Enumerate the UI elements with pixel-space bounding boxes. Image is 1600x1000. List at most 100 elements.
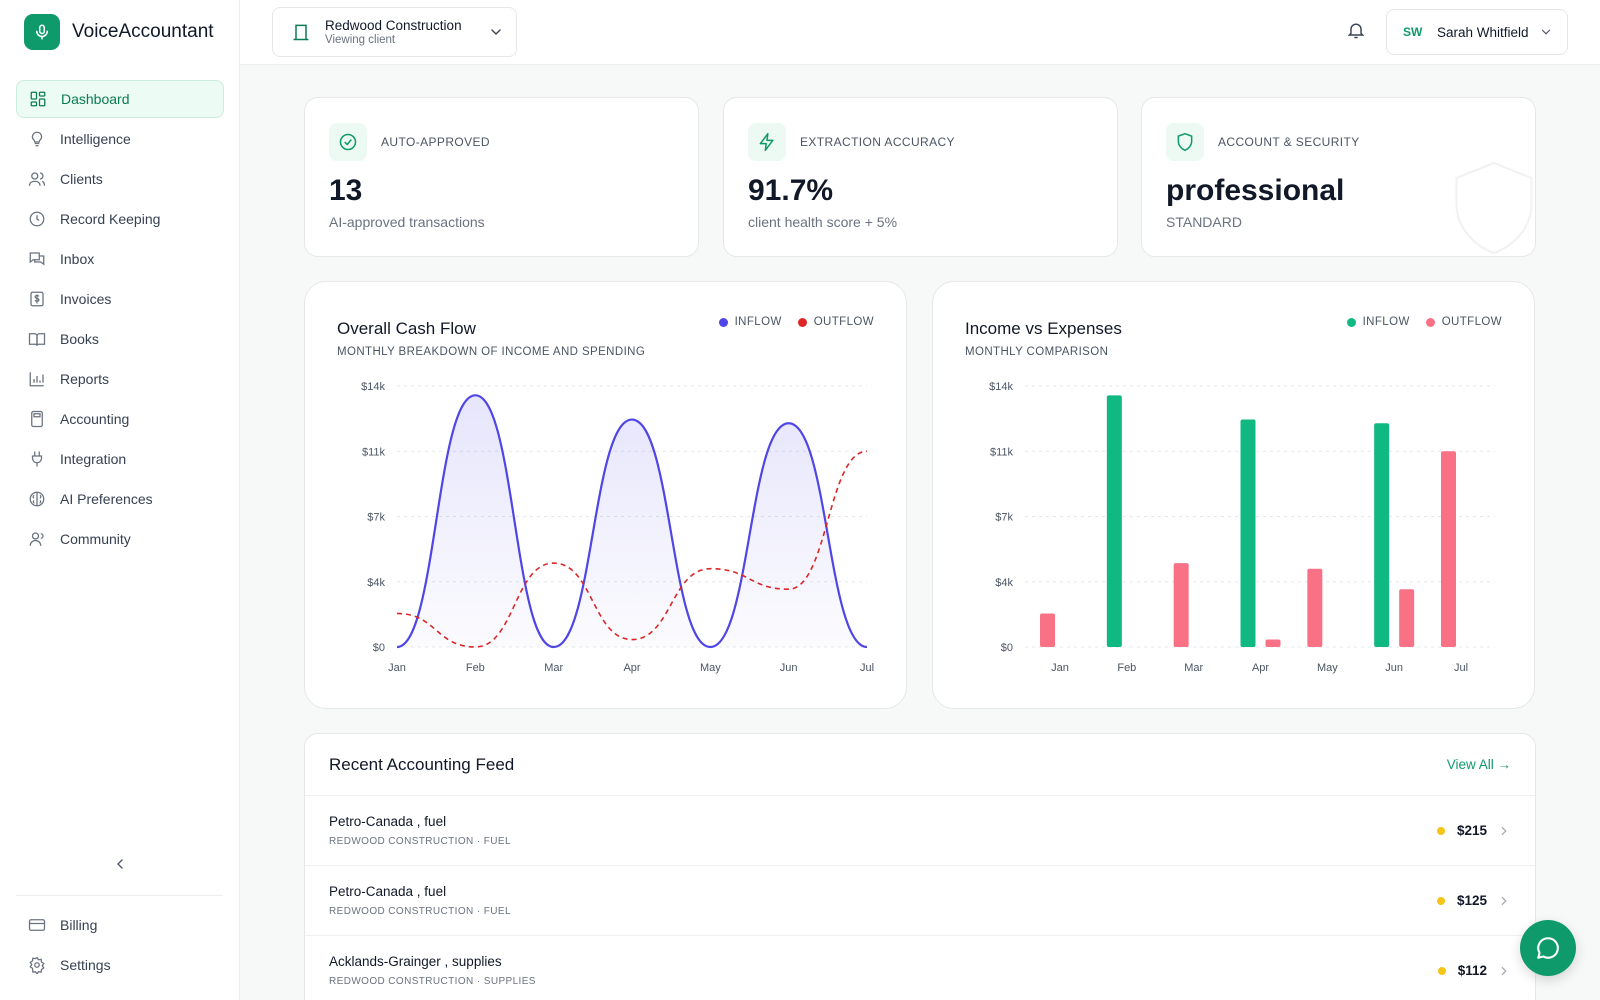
sidebar-item-label: Accounting — [60, 411, 130, 427]
sidebar-item-label: Reports — [60, 371, 110, 387]
cash-flow-line-chart: $0 $4k $7k $11k $14k Jan Feb Mar Apr May Jun Jul — [361, 381, 874, 674]
user-name: Sarah Whitfield — [1437, 24, 1529, 40]
sidebar-item-inbox[interactable]: Inbox — [16, 240, 224, 278]
feed-item-name: Petro-Canada , fuel — [329, 814, 447, 829]
user-menu[interactable]: SW Sarah Whitfield — [1386, 9, 1568, 55]
y-tick-label: $4k — [995, 577, 1013, 589]
users-icon — [28, 172, 46, 186]
chevron-down-icon — [1541, 29, 1551, 35]
sidebar-item-ai-preferences[interactable]: AI Preferences — [16, 480, 224, 518]
sidebar-item-label: Inbox — [60, 251, 95, 267]
x-tick-label: May — [700, 662, 721, 674]
bar-inflow — [1374, 423, 1390, 647]
stat-value: 13 — [329, 174, 363, 207]
sidebar-item-invoices[interactable]: Invoices — [16, 280, 224, 318]
notifications-button[interactable] — [1346, 20, 1366, 45]
chart-legend: INFLOW OUTFLOW — [718, 316, 874, 328]
y-tick-label: $7k — [367, 512, 385, 524]
feed-row-right: $125 — [1436, 893, 1511, 908]
stat-subtitle: AI-approved transactions — [329, 214, 485, 230]
sidebar-item-dashboard[interactable]: Dashboard — [16, 80, 224, 118]
legend-outflow[interactable]: OUTFLOW — [797, 316, 874, 328]
sidebar-item-accounting[interactable]: Accounting — [16, 400, 224, 438]
legend-dot — [718, 317, 728, 327]
chat-support-button[interactable] — [1520, 920, 1576, 976]
calculator-icon — [31, 410, 43, 428]
feed-item-amount: $112 — [1457, 963, 1487, 978]
sidebar-item-intelligence[interactable]: Intelligence — [16, 120, 224, 158]
sidebar-item-label: Books — [60, 331, 99, 347]
sidebar-item-label: Clients — [60, 171, 103, 187]
chart-subtitle: MONTHLY BREAKDOWN OF INCOME AND SPENDING — [337, 346, 646, 358]
view-all-link[interactable]: View All → — [1446, 757, 1511, 772]
feed-title: Recent Accounting Feed — [329, 754, 515, 774]
legend-label: INFLOW — [734, 316, 782, 328]
y-tick-label: $11k — [990, 446, 1014, 458]
bar-outflow — [1265, 639, 1281, 647]
bar-inflow — [1106, 395, 1122, 647]
feed-row-right: $112 — [1437, 963, 1511, 978]
y-tick-label: $4k — [367, 577, 385, 589]
feed-item-meta: REDWOOD CONSTRUCTION · SUPPLIES — [329, 976, 536, 987]
feed-row[interactable]: Petro-Canada , fuel REDWOOD CONSTRUCTION… — [305, 866, 1535, 936]
x-tick-label: Apr — [623, 662, 640, 674]
lightbulb-icon — [31, 131, 43, 147]
dollar-file-icon — [30, 291, 44, 307]
chevron-right-icon — [1501, 826, 1507, 835]
bar-outflow — [1173, 563, 1189, 647]
stat-label: AUTO-APPROVED — [381, 135, 490, 149]
sidebar-item-books[interactable]: Books — [16, 320, 224, 358]
feed-row[interactable]: Acklands-Grainger , supplies REDWOOD CON… — [305, 936, 1535, 1000]
y-tick-label: $0 — [1001, 642, 1013, 654]
sidebar-item-integration[interactable]: Integration — [16, 440, 224, 478]
chevron-down-icon — [491, 29, 501, 35]
legend-inflow[interactable]: INFLOW — [1346, 316, 1410, 328]
feed-item-name: Acklands-Grainger , supplies — [329, 954, 502, 969]
feed-item-name: Petro-Canada , fuel — [329, 884, 447, 899]
sidebar: VoiceAccountant Dashboard Intelligence C… — [0, 0, 240, 1000]
chart-subtitle: MONTHLY COMPARISON — [965, 346, 1109, 358]
bottom-nav: Billing Settings — [16, 906, 224, 986]
x-tick-label: Jul — [860, 662, 874, 674]
x-tick-label: Apr — [1252, 662, 1269, 674]
stat-label: ACCOUNT & SECURITY — [1218, 135, 1360, 149]
sidebar-item-label: Settings — [60, 957, 111, 973]
legend-inflow[interactable]: INFLOW — [718, 316, 782, 328]
sidebar-item-settings[interactable]: Settings — [16, 946, 224, 984]
sidebar-item-label: Invoices — [60, 291, 112, 307]
chevron-right-icon — [1501, 966, 1507, 975]
stat-subtitle: STANDARD — [1166, 214, 1242, 230]
feed-row-text: Petro-Canada , fuel REDWOOD CONSTRUCTION… — [329, 814, 511, 847]
sidebar-divider — [16, 895, 223, 896]
sidebar-item-label: AI Preferences — [60, 491, 153, 507]
plug-icon — [31, 451, 43, 467]
collapse-sidebar-button[interactable] — [112, 856, 128, 877]
credit-card-icon — [28, 919, 46, 931]
legend-dot — [1425, 317, 1435, 327]
shield-watermark-icon — [1455, 161, 1533, 255]
lightning-icon — [748, 123, 786, 161]
stat-label: EXTRACTION ACCURACY — [800, 135, 955, 149]
chart-title: Overall Cash Flow — [337, 319, 476, 338]
feed-row[interactable]: Petro-Canada , fuel REDWOOD CONSTRUCTION… — [305, 796, 1535, 866]
client-selector[interactable]: Redwood Construction Viewing client — [272, 7, 517, 57]
sidebar-item-label: Integration — [60, 451, 127, 467]
y-tick-label: $7k — [995, 512, 1013, 524]
chevron-left-icon — [117, 859, 123, 869]
user-group-icon — [29, 532, 44, 546]
chat-bubble-icon — [1537, 937, 1559, 959]
sidebar-item-label: Record Keeping — [60, 211, 161, 227]
legend-label: OUTFLOW — [1441, 316, 1502, 328]
sidebar-item-billing[interactable]: Billing — [16, 906, 224, 944]
status-dot — [1436, 826, 1445, 835]
feed-item-meta: REDWOOD CONSTRUCTION · FUEL — [329, 836, 511, 847]
sidebar-item-community[interactable]: Community — [16, 520, 224, 558]
bell-icon — [1347, 23, 1365, 39]
sidebar-item-reports[interactable]: Reports — [16, 360, 224, 398]
stat-card-auto-approved: AUTO-APPROVED 13 AI-approved transaction… — [304, 97, 699, 257]
client-name: Redwood Construction — [325, 18, 462, 33]
sidebar-item-clients[interactable]: Clients — [16, 160, 224, 198]
sidebar-item-record-keeping[interactable]: Record Keeping — [16, 200, 224, 238]
legend-outflow[interactable]: OUTFLOW — [1425, 316, 1502, 328]
brand[interactable]: VoiceAccountant — [24, 14, 214, 50]
